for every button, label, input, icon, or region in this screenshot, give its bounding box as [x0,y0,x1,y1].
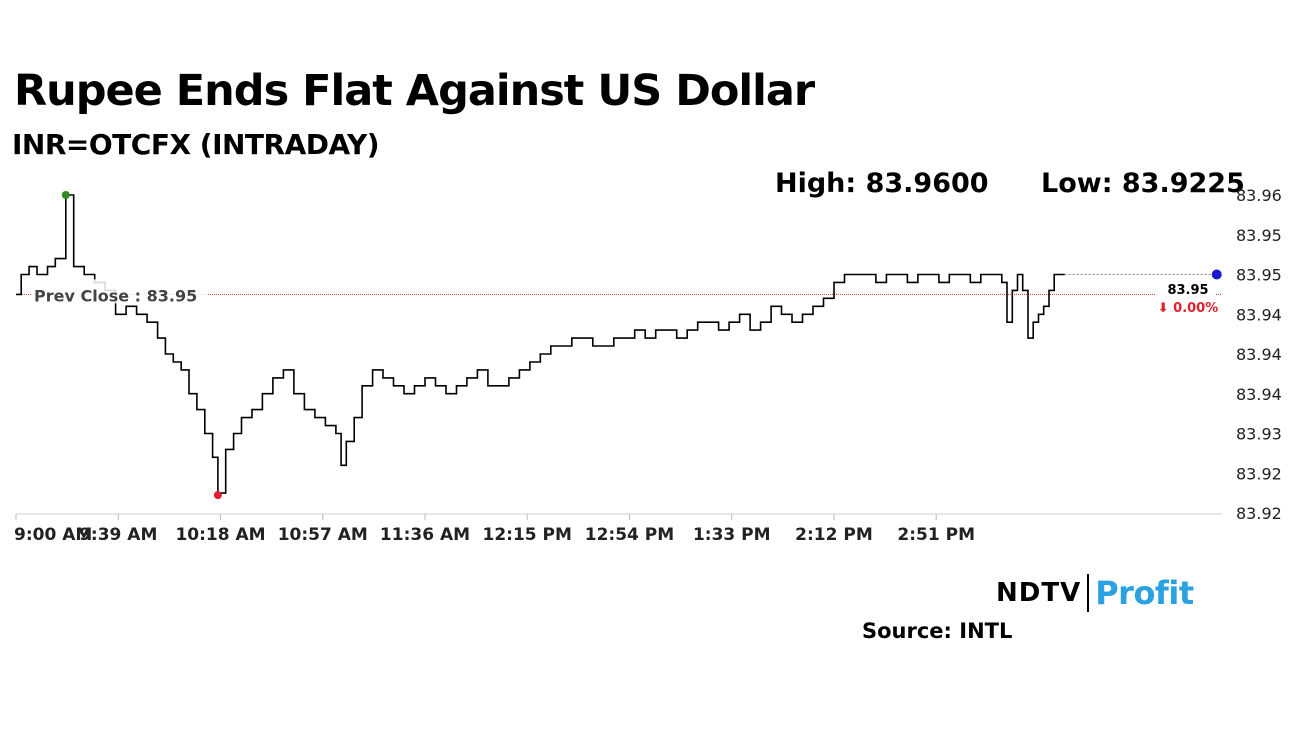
x-tick-label: 1:33 PM [693,525,771,545]
logo-divider [1087,574,1090,612]
x-tick-label: 2:51 PM [897,525,975,545]
change-label: ⬇ 0.00% [1158,301,1219,316]
y-tick-label: 83.93 [1236,425,1282,444]
last-price-label: 83.95 [1167,283,1208,298]
last-price-box [1156,280,1216,318]
high-marker [61,191,70,199]
logo-profit-text: Profit [1095,574,1194,612]
y-tick-label: 83.92 [1236,504,1282,523]
y-tick-label: 83.95 [1236,226,1282,245]
prev-close-label: Prev Close : 83.95 [34,286,197,305]
source-text: Source: INTL [862,619,1013,643]
low-value: Low: 83.9225 [1041,168,1245,199]
x-tick-label: 11:36 AM [380,525,470,545]
x-tick-label: 12:54 PM [585,525,674,545]
ndtv-profit-logo: NDTV Profit [996,572,1194,614]
logo-ndtv-text: NDTV [996,578,1082,608]
y-tick-label: 83.94 [1236,305,1282,324]
y-tick-label: 83.94 [1236,345,1282,364]
chart-subtitle: INR=OTCFX (INTRADAY) [12,128,380,161]
last-price-marker [1211,269,1222,280]
x-tick-label: 12:15 PM [483,525,572,545]
x-tick-label: 2:12 PM [795,525,873,545]
prev-close-label-bg [32,279,208,304]
y-tick-label: 83.96 [1236,186,1282,205]
y-tick-label: 83.92 [1236,464,1282,483]
chart-title: Rupee Ends Flat Against US Dollar [14,66,815,116]
y-tick-label: 83.95 [1236,266,1282,285]
price-line [16,194,1065,494]
high-value: High: 83.9600 [775,168,989,199]
y-tick-label: 83.94 [1236,385,1282,404]
x-tick-label: 9:00 AM [14,525,92,545]
x-tick-label: 10:57 AM [278,525,368,545]
x-tick-label: 10:18 AM [175,525,265,545]
low-marker [213,491,222,500]
x-tick-label: 9:39 AM [79,525,157,545]
